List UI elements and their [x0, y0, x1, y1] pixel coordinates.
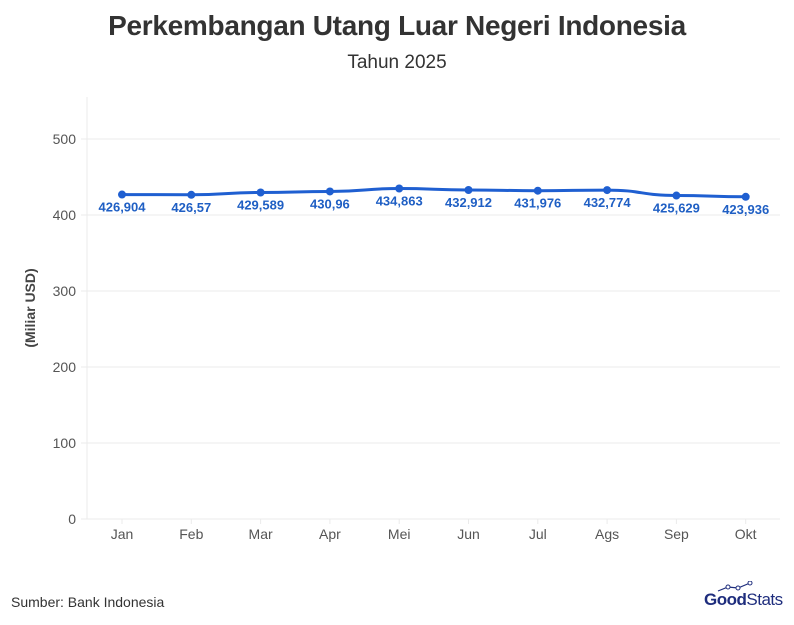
x-tick-label: Sep — [664, 526, 689, 542]
data-label: 423,936 — [722, 202, 769, 217]
data-label: 432,912 — [445, 195, 492, 210]
data-point — [603, 186, 612, 195]
data-label: 429,589 — [237, 198, 284, 213]
x-tick-label: Mei — [388, 526, 411, 542]
data-point — [672, 191, 681, 200]
data-label: 431,976 — [514, 196, 561, 211]
chart-title: Perkembangan Utang Luar Negeri Indonesia — [108, 10, 686, 41]
line-chart: 0 100 200 300 400 500 Jan Feb Mar Apr Mei Jun Jul Ag… — [22, 97, 780, 542]
y-axis: 0 100 200 300 400 500 — [53, 131, 77, 527]
data-point — [325, 187, 334, 196]
x-tick-label: Mar — [249, 526, 273, 542]
data-label: 430,96 — [310, 196, 350, 211]
data-point — [256, 188, 265, 197]
y-tick-label: 500 — [53, 131, 77, 147]
y-tick-label: 400 — [53, 207, 77, 223]
data-label: 432,774 — [584, 195, 632, 210]
data-point — [395, 184, 404, 193]
data-points — [118, 184, 750, 201]
data-point — [741, 192, 750, 201]
data-line — [120, 187, 748, 199]
source-note: Sumber: Bank Indonesia — [11, 594, 165, 610]
x-tick-label: Ags — [595, 526, 619, 542]
x-tick-label: Jul — [529, 526, 547, 542]
data-point — [533, 186, 542, 195]
x-tick-label: Apr — [319, 526, 341, 542]
data-labels: 426,904 426,57 429,589 430,96 434,863 432,912… — [99, 194, 770, 217]
chart-subtitle: Tahun 2025 — [347, 52, 447, 73]
data-label: 434,863 — [376, 194, 423, 209]
data-label: 426,904 — [99, 200, 147, 215]
data-point — [464, 185, 473, 194]
trend-icon — [717, 581, 753, 592]
logo-good: Good — [704, 590, 747, 609]
x-axis: Jan Feb Mar Apr Mei Jun Jul Ags Sep Okt — [111, 519, 757, 542]
x-tick-label: Feb — [179, 526, 203, 542]
data-label: 426,57 — [171, 200, 211, 215]
y-tick-label: 0 — [68, 511, 76, 527]
x-tick-label: Jun — [457, 526, 480, 542]
y-axis-label: (Miliar USD) — [22, 268, 38, 347]
data-label: 425,629 — [653, 201, 700, 216]
gridlines — [81, 97, 780, 520]
y-tick-label: 100 — [53, 435, 77, 451]
data-point — [118, 190, 126, 199]
data-point — [187, 190, 196, 199]
x-tick-label: Jan — [111, 526, 134, 542]
y-tick-label: 200 — [53, 359, 77, 375]
goodstats-logo: GoodStats — [704, 581, 783, 610]
y-tick-label: 300 — [53, 283, 77, 299]
x-tick-label: Okt — [735, 526, 757, 542]
logo-stats: Stats — [746, 590, 783, 609]
